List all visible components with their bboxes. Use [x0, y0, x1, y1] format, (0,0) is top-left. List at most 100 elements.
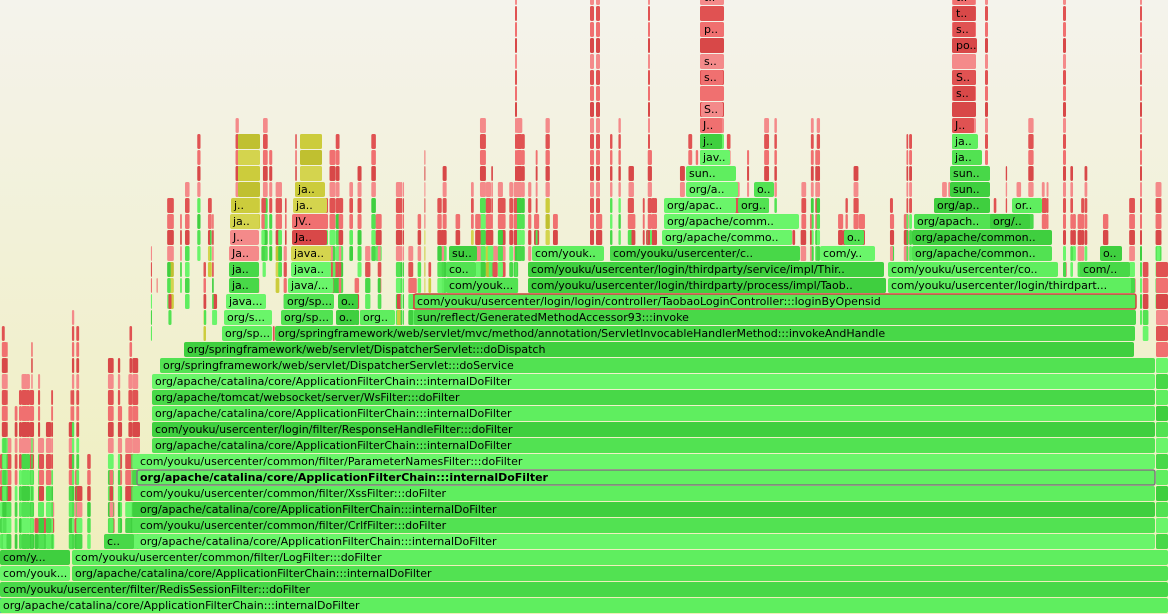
frame[interactable]: [137, 518, 1155, 533]
frame[interactable]: [914, 214, 994, 229]
frame[interactable]: [664, 198, 736, 213]
frame-sliver: [167, 230, 171, 245]
frame-sliver: [1028, 150, 1034, 165]
frame[interactable]: [136, 469, 1156, 486]
frame[interactable]: [953, 6, 975, 21]
frame[interactable]: [293, 198, 327, 213]
frame[interactable]: [888, 262, 1058, 277]
frame[interactable]: [664, 214, 799, 229]
frame[interactable]: [224, 310, 272, 325]
frame[interactable]: [72, 566, 1168, 581]
frame[interactable]: [532, 246, 604, 261]
frame[interactable]: [528, 278, 886, 293]
frame[interactable]: [446, 262, 476, 277]
frame[interactable]: [686, 182, 738, 197]
frame[interactable]: [104, 534, 134, 549]
frame[interactable]: [137, 534, 1155, 549]
frame[interactable]: [414, 310, 1136, 325]
frame[interactable]: [1080, 262, 1130, 277]
frame[interactable]: [137, 486, 1155, 501]
frame[interactable]: [754, 182, 774, 197]
frame[interactable]: [953, 0, 975, 5]
frame[interactable]: [295, 182, 325, 197]
frame[interactable]: [137, 502, 1155, 517]
frame[interactable]: [0, 582, 1168, 597]
frame-sliver: [1046, 182, 1049, 197]
frame[interactable]: [820, 246, 875, 261]
frame[interactable]: [953, 22, 975, 37]
frame[interactable]: [229, 262, 259, 277]
frame[interactable]: [952, 118, 974, 133]
frame[interactable]: [291, 246, 331, 261]
frame[interactable]: [231, 198, 259, 213]
frame[interactable]: [950, 182, 990, 197]
frame-sliver: [2, 374, 8, 389]
frame[interactable]: [222, 326, 272, 341]
frame[interactable]: [152, 406, 1155, 421]
frame[interactable]: [952, 134, 978, 149]
frame[interactable]: [72, 550, 1168, 565]
frame[interactable]: [888, 278, 1131, 293]
frame[interactable]: [738, 198, 768, 213]
frame[interactable]: [152, 390, 1155, 405]
frame[interactable]: [700, 134, 722, 149]
frame[interactable]: [413, 293, 1137, 310]
frame[interactable]: [152, 422, 1155, 437]
frame[interactable]: [662, 230, 792, 245]
frame[interactable]: [226, 294, 266, 309]
frame[interactable]: [912, 230, 1052, 245]
frame[interactable]: [230, 214, 259, 229]
frame[interactable]: [1012, 198, 1042, 213]
frame[interactable]: [292, 230, 327, 245]
frame[interactable]: [230, 230, 259, 245]
frame[interactable]: [912, 246, 1052, 261]
frame[interactable]: [952, 150, 982, 165]
frame[interactable]: [953, 38, 977, 53]
frame[interactable]: [950, 166, 990, 181]
frame[interactable]: [152, 438, 1155, 453]
frame-label: j..: [702, 135, 713, 148]
frame[interactable]: [336, 310, 356, 325]
frame[interactable]: [338, 294, 358, 309]
frame[interactable]: [284, 294, 334, 309]
frame[interactable]: [229, 278, 259, 293]
frame[interactable]: [275, 326, 1135, 341]
frame-sliver: [1156, 422, 1168, 437]
frame[interactable]: [701, 54, 723, 69]
frame-sliver: [596, 198, 600, 213]
frame-sliver: [906, 182, 909, 197]
frame[interactable]: [281, 310, 333, 325]
frame[interactable]: [449, 246, 477, 261]
frame[interactable]: [990, 214, 1030, 229]
frame[interactable]: [686, 166, 736, 181]
frame[interactable]: [152, 374, 1155, 389]
frame-sliver: [1, 326, 5, 341]
frame[interactable]: [184, 342, 1134, 357]
frame[interactable]: [288, 278, 333, 293]
frame[interactable]: [701, 22, 723, 37]
frame[interactable]: [229, 246, 259, 261]
frame[interactable]: [528, 262, 884, 277]
frame[interactable]: [160, 358, 1155, 373]
frame-sliver: [695, 150, 699, 165]
frame[interactable]: [0, 550, 70, 565]
frame[interactable]: [844, 230, 864, 245]
frame-sliver: [283, 262, 287, 277]
frame[interactable]: [934, 198, 990, 213]
frame[interactable]: [360, 310, 395, 325]
frame[interactable]: [0, 598, 1168, 613]
frame[interactable]: [0, 566, 70, 581]
frame[interactable]: [610, 246, 800, 261]
frame[interactable]: [291, 262, 331, 277]
frame[interactable]: [292, 214, 327, 229]
frame[interactable]: [701, 0, 723, 5]
frame[interactable]: [137, 454, 1155, 469]
frame[interactable]: [1100, 246, 1122, 261]
frame[interactable]: [953, 86, 975, 101]
frame[interactable]: [953, 70, 975, 85]
frame[interactable]: [700, 150, 730, 165]
frame[interactable]: [701, 102, 723, 117]
frame[interactable]: [446, 278, 518, 293]
frame[interactable]: [700, 118, 722, 133]
frame[interactable]: [701, 70, 723, 85]
